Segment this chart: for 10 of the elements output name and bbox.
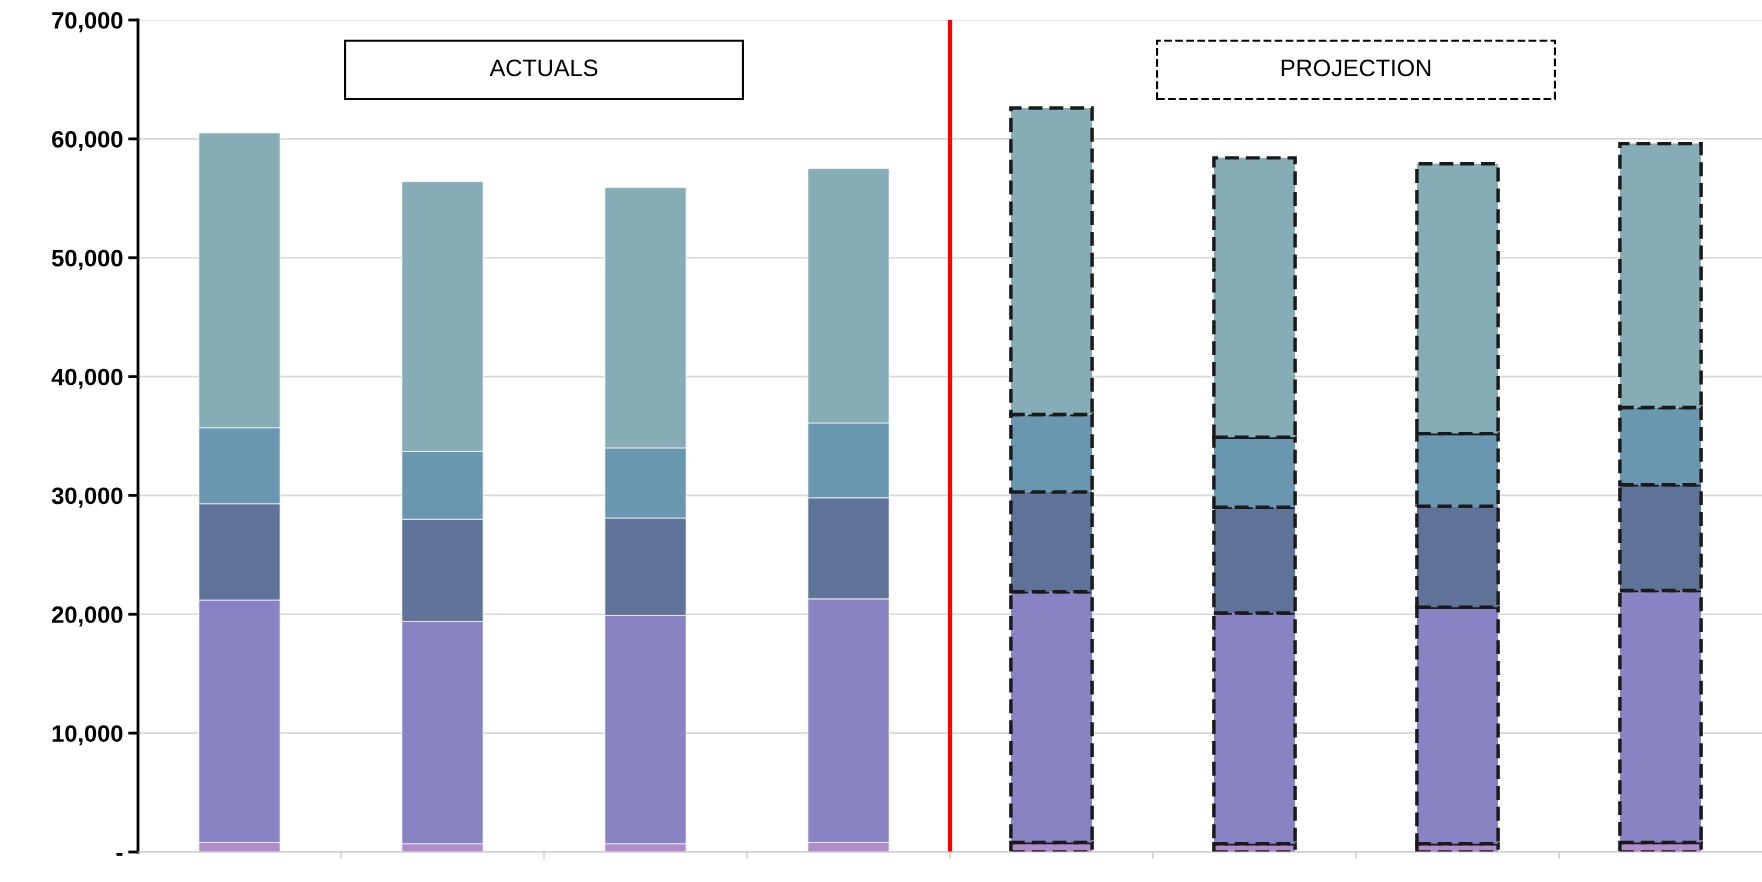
y-tick-label: 30,000 bbox=[51, 487, 123, 508]
y-tick-label: 60,000 bbox=[52, 130, 123, 152]
y-tick-label: 40,000 bbox=[51, 368, 123, 389]
y-tick-label: 10,000 bbox=[52, 725, 123, 746]
y-tick-label: 20,000 bbox=[52, 606, 123, 627]
y-tick-label: 50,000 bbox=[51, 249, 123, 270]
y-tick-label: - bbox=[116, 853, 123, 856]
annotation: PROJECTION bbox=[1281, 59, 1431, 77]
annotation: ACTUALS bbox=[489, 59, 598, 77]
y-tick-label: 70,000 bbox=[52, 12, 123, 33]
